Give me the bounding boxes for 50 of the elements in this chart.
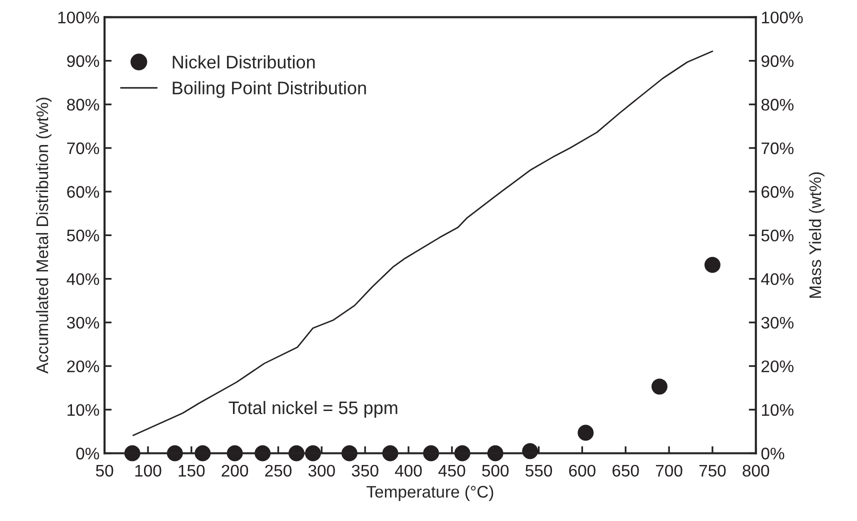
y2-tick-label: 80% [761,98,794,111]
x-axis-title: Temperature (°C) [366,485,494,502]
point [704,256,720,273]
y2-tick-label: 20% [762,360,794,372]
y2-axis-title: Mass Yield (wt%) [808,172,824,298]
x-tick-label: 450 [438,464,466,477]
point [226,445,243,462]
x-tick-label: 400 [394,464,422,477]
x-tick-label: 350 [352,464,378,477]
y-tick-label: 70% [67,142,100,154]
x-tick-label: 650 [612,464,639,477]
y2-tick-label: 50% [761,230,794,242]
y-axis-title: Accumulated Metal Distribution (wt%) [36,98,52,374]
y-tick-label: 90% [67,55,100,68]
y-tick-label: 20% [67,360,100,372]
legend-label: Boiling Point Distribution [172,81,366,98]
y-tick-label: 60% [67,186,100,198]
x-tick-label: 50 [96,464,114,477]
x-tick-label: 750 [699,464,726,477]
line-series [132,50,714,436]
y-tick-label: 40% [66,273,100,286]
point [487,445,504,462]
x-tick-label: 200 [222,464,248,477]
x-tick-label: 100 [135,464,162,477]
x-tick-label: 500 [482,464,509,477]
y2-tick-label: 90% [762,55,794,68]
y-tick-label: 0% [76,448,100,460]
x-tick-label: 300 [308,464,335,477]
y-tick-label: 100% [58,12,100,24]
point [652,378,668,395]
y2-tick-label: 60% [762,186,794,198]
y2-tick-label: 70% [762,142,794,154]
y2-tick-label: 10% [762,404,794,416]
x-tick-label: 250 [265,464,292,477]
y-tick-label: 30% [66,316,100,329]
legend-label: Nickel Distribution [172,55,315,69]
x-tick-label: 150 [178,464,205,477]
y2-tick-label: 40% [761,273,794,286]
x-tick-label: 550 [526,464,552,477]
y2-tick-label: 30% [761,316,794,329]
x-tick-label: 600 [569,464,596,477]
y-tick-label: 10% [68,404,100,416]
point [578,424,594,441]
y-tick-label: 80% [67,98,100,111]
y2-tick-label: 100% [762,12,803,24]
annotation: Total nickel = 55 ppm [228,400,398,418]
x-tick-label: 700 [656,464,682,477]
y2-tick-label: 0% [761,448,784,460]
y-tick-label: 50% [67,230,100,242]
x-tick-label: 800 [742,464,770,477]
